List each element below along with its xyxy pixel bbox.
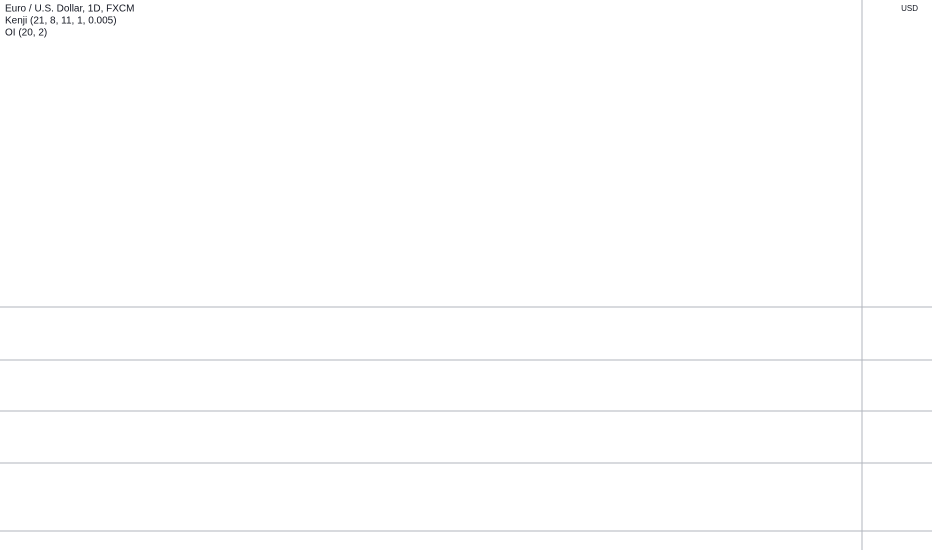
- study-label: OI (20, 2): [5, 28, 47, 39]
- study-label: Kenji (21, 8, 11, 1, 0.005): [5, 16, 117, 27]
- currency: USD: [901, 4, 918, 13]
- symbol-title: Euro / U.S. Dollar, 1D, FXCM: [5, 4, 134, 15]
